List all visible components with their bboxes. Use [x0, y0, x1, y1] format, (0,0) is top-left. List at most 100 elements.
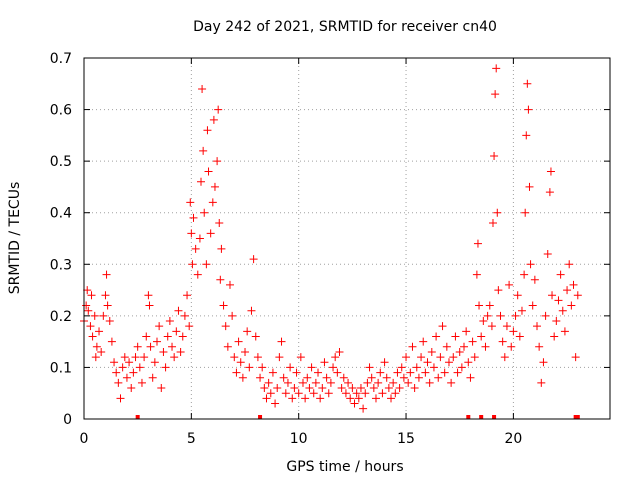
data-point: [470, 353, 479, 362]
data-point: [550, 332, 559, 341]
data-point: [122, 373, 131, 382]
data-point: [436, 353, 445, 362]
data-point: [530, 275, 539, 284]
data-point: [273, 384, 282, 393]
y-tick-label: 0.4: [50, 206, 72, 222]
data-point: [191, 244, 200, 253]
data-point: [460, 342, 469, 351]
data-point: [525, 182, 534, 191]
data-point: [500, 353, 509, 362]
gap-marker: [575, 415, 580, 419]
data-point: [102, 270, 111, 279]
data-point: [333, 368, 342, 377]
data-point: [165, 317, 174, 326]
data-point: [427, 347, 436, 356]
data-point: [243, 327, 252, 336]
data-point: [127, 384, 136, 393]
data-point: [554, 296, 563, 305]
data-point: [472, 270, 481, 279]
data-point: [521, 208, 530, 217]
data-point: [473, 239, 482, 248]
data-point: [174, 306, 183, 315]
data-point: [363, 378, 372, 387]
data-point: [101, 291, 110, 300]
data-point: [82, 301, 91, 310]
data-point: [199, 146, 208, 155]
data-point: [423, 358, 432, 367]
chart-title: Day 242 of 2021, SRMTID for receiver cn4…: [193, 19, 497, 35]
data-point: [208, 198, 217, 207]
data-point: [337, 384, 346, 393]
data-point: [442, 342, 451, 351]
data-point: [556, 270, 565, 279]
data-point: [116, 394, 125, 403]
data-point: [492, 64, 501, 73]
data-point: [125, 358, 134, 367]
data-point: [219, 301, 228, 310]
data-point: [159, 347, 168, 356]
data-point: [260, 384, 269, 393]
data-point: [573, 291, 582, 300]
data-point: [475, 301, 484, 310]
data-point: [371, 394, 380, 403]
data-point: [281, 389, 290, 398]
x-tick-label: 5: [187, 431, 196, 447]
data-point: [258, 363, 267, 372]
data-point: [84, 306, 93, 315]
data-points: [80, 64, 582, 413]
data-point: [331, 353, 340, 362]
data-point: [406, 368, 415, 377]
data-point: [468, 337, 477, 346]
data-point: [320, 358, 329, 367]
data-point: [225, 280, 234, 289]
data-point: [195, 234, 204, 243]
data-point: [221, 322, 230, 331]
data-point: [95, 327, 104, 336]
data-point: [292, 368, 301, 377]
data-point: [491, 90, 500, 99]
x-tick-label: 10: [290, 431, 308, 447]
data-point: [145, 301, 154, 310]
data-point: [455, 347, 464, 356]
data-point: [558, 306, 567, 315]
data-point: [485, 301, 494, 310]
data-point: [380, 358, 389, 367]
data-point: [457, 363, 466, 372]
data-point: [92, 342, 101, 351]
data-point: [214, 105, 223, 114]
data-point: [522, 131, 531, 140]
data-point: [444, 358, 453, 367]
data-point: [389, 378, 398, 387]
data-point: [414, 373, 423, 382]
data-point: [563, 286, 572, 295]
data-point: [326, 378, 335, 387]
data-point: [369, 384, 378, 393]
data-point: [189, 213, 198, 222]
plot-frame: [83, 57, 611, 420]
y-tick-label: 0.1: [50, 360, 72, 376]
data-point: [453, 368, 462, 377]
data-point: [488, 219, 497, 228]
data-point: [526, 260, 535, 269]
data-point: [434, 373, 443, 382]
data-point: [172, 327, 181, 336]
data-point: [513, 291, 522, 300]
y-tick-label: 0.6: [50, 103, 72, 119]
data-point: [378, 389, 387, 398]
data-point: [266, 389, 275, 398]
gap-marker: [466, 415, 471, 419]
x-axis-label: GPS time / hours: [286, 459, 403, 475]
gap-marker: [258, 415, 263, 419]
data-point: [517, 306, 526, 315]
data-point: [228, 311, 237, 320]
data-point: [253, 353, 262, 362]
data-point: [537, 378, 546, 387]
data-point: [275, 353, 284, 362]
data-point: [277, 337, 286, 346]
data-point: [309, 389, 318, 398]
data-point: [419, 337, 428, 346]
data-point: [477, 332, 486, 341]
data-point: [402, 353, 411, 362]
data-point: [142, 332, 151, 341]
